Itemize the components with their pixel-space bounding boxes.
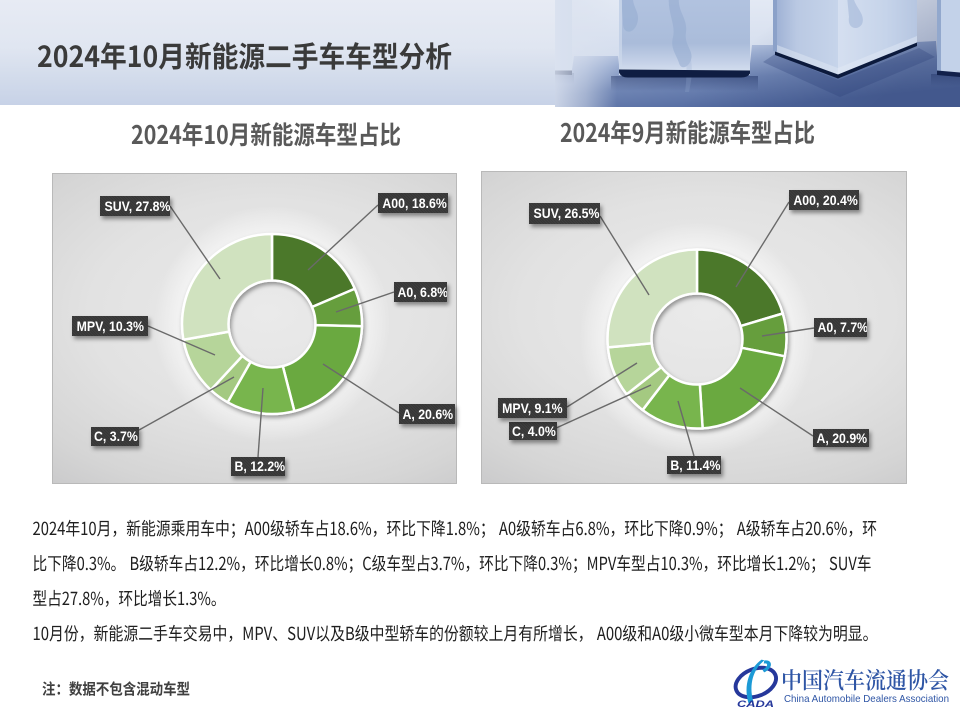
svg-text:China Automobile Dealers Assoc: China Automobile Dealers Association (784, 693, 949, 705)
svg-text:CADA: CADA (737, 699, 774, 709)
